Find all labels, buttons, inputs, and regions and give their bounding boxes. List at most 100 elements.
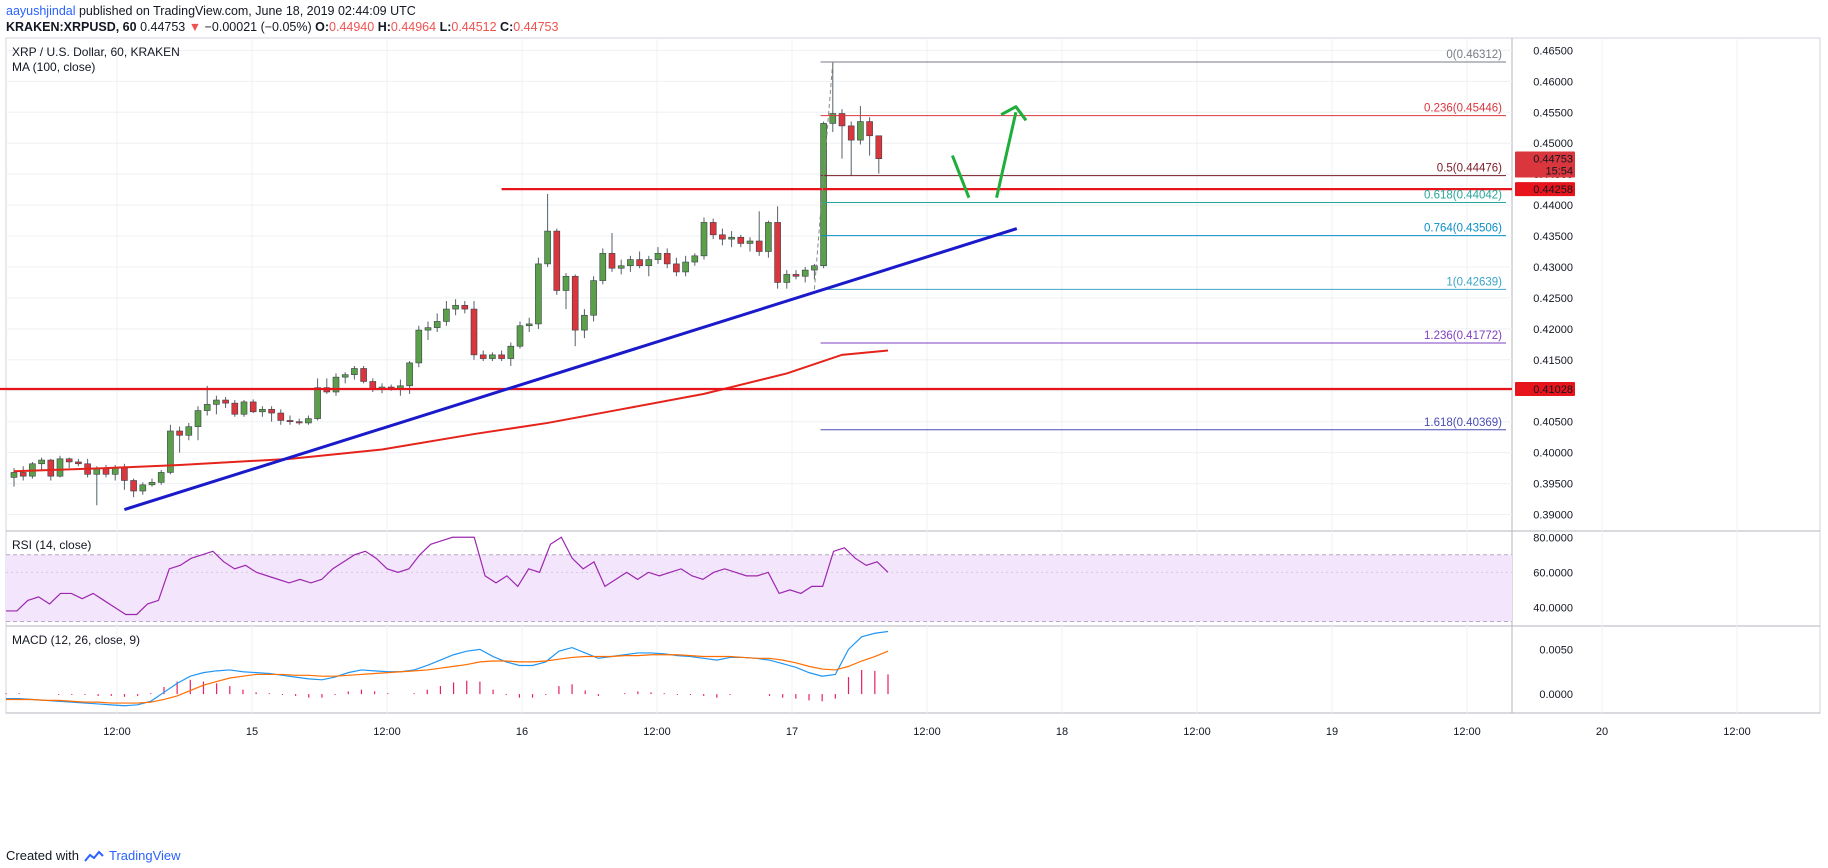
x-tick-label: 12:00 xyxy=(643,726,671,738)
candle-bullish xyxy=(10,472,18,478)
price-axis-label-value: 0.41028 xyxy=(1533,384,1573,396)
candle-bullish xyxy=(691,255,699,263)
candle-bullish xyxy=(516,325,524,347)
candle-bullish xyxy=(507,345,515,359)
candle-bullish xyxy=(746,240,754,244)
candle-bullish xyxy=(765,222,772,252)
close-value: 0.44753 xyxy=(513,20,559,34)
projection-arrow-down xyxy=(951,155,971,199)
candle-bearish xyxy=(719,234,726,240)
y-tick-label: 0.46500 xyxy=(1533,45,1573,57)
rsi-tick-label: 80.0000 xyxy=(1533,532,1573,544)
candle-bearish xyxy=(774,222,781,283)
candle-bullish xyxy=(525,323,533,327)
fib-label-0: 0(0.46312) xyxy=(1446,49,1502,61)
candle-bearish xyxy=(571,275,579,331)
candle-bearish xyxy=(47,459,55,477)
last-price: 0.44753 xyxy=(140,20,186,34)
candle-bullish xyxy=(167,430,174,473)
candle-bearish xyxy=(461,305,469,310)
candle-bullish xyxy=(617,265,625,269)
x-tick-label: 12:00 xyxy=(1183,726,1211,738)
down-arrow-icon: ▼ xyxy=(188,20,202,34)
candle-bullish xyxy=(259,409,266,413)
candle-bearish xyxy=(130,480,137,492)
candle-bullish xyxy=(139,484,147,492)
candle-bullish xyxy=(783,274,791,283)
price-change: −0.00021 (−0.05%) xyxy=(204,20,312,34)
candle-bearish xyxy=(479,354,487,359)
candle-bullish xyxy=(562,275,570,291)
ma100-line xyxy=(13,349,889,473)
candle-bullish xyxy=(535,263,542,325)
candle-bullish xyxy=(654,253,662,260)
candle-bullish xyxy=(213,399,220,405)
y-tick-label: 0.39000 xyxy=(1533,510,1573,522)
footer: Created with TradingView xyxy=(6,848,181,863)
low-label: L: xyxy=(439,20,452,34)
rsi-tick-label: 40.0000 xyxy=(1533,602,1573,614)
y-tick-label: 0.41500 xyxy=(1533,355,1573,367)
x-tick-label: 19 xyxy=(1326,726,1338,738)
x-tick-label: 20 xyxy=(1596,726,1608,738)
arrow-head-icon xyxy=(1000,105,1028,122)
open-label: O: xyxy=(315,20,330,34)
candle-bullish xyxy=(305,418,312,424)
fib-label-1.618: 1.618(0.40369) xyxy=(1424,417,1502,429)
fib-label-0.618: 0.618(0.44042) xyxy=(1424,189,1502,201)
price-axis-label: 0.44258 xyxy=(1515,182,1575,197)
price-axis-countdown: 15:54 xyxy=(1545,165,1573,177)
tradingview-brand-link[interactable]: TradingView xyxy=(108,848,181,863)
candle-bullish xyxy=(38,459,45,465)
y-tick-label: 0.45000 xyxy=(1533,138,1573,150)
rsi-pane-title: RSI (14, close) xyxy=(12,538,91,552)
projection-arrow-up xyxy=(995,111,1018,198)
candle-bullish xyxy=(424,327,432,331)
candle-bearish xyxy=(875,135,883,159)
fib-label-0.236: 0.236(0.45446) xyxy=(1424,103,1502,115)
candle-bearish xyxy=(498,354,505,359)
y-tick-label: 0.40500 xyxy=(1533,417,1573,429)
candle-bearish xyxy=(295,421,303,424)
price-axis-label: 0.41028 xyxy=(1515,382,1575,397)
candle-bullish xyxy=(645,259,653,267)
candle-bullish xyxy=(203,404,211,411)
open-value: 0.44940 xyxy=(329,20,375,34)
candle-bullish xyxy=(56,458,64,477)
high-label: H: xyxy=(377,20,391,34)
fib-label-0.764: 0.764(0.43506) xyxy=(1424,223,1502,235)
candle-bearish xyxy=(121,467,128,481)
y-tick-label: 0.45500 xyxy=(1533,107,1573,119)
tradingview-logo-icon xyxy=(84,850,104,862)
price-axis-label-bg xyxy=(1515,151,1575,178)
macd-pane-title: MACD (12, 26, close, 9) xyxy=(12,633,140,647)
candle-bearish xyxy=(866,121,873,137)
y-tick-label: 0.46000 xyxy=(1533,76,1573,88)
price-axis-label-value: 0.44258 xyxy=(1533,184,1573,196)
published-text: published on TradingView.com, June 18, 2… xyxy=(78,4,416,18)
y-tick-label: 0.39500 xyxy=(1533,479,1573,491)
candle-bullish xyxy=(811,265,818,271)
y-tick-label: 0.44000 xyxy=(1533,200,1573,212)
candle-bearish xyxy=(709,222,717,236)
candle-bullish xyxy=(415,329,423,364)
candle-bullish xyxy=(148,482,156,486)
candle-bearish xyxy=(19,472,27,477)
author-link[interactable]: aayushjindal xyxy=(6,4,76,18)
candle-bullish xyxy=(332,376,340,393)
macd-tick-label: 0.0000 xyxy=(1539,689,1573,701)
candle-bearish xyxy=(847,125,855,141)
rsi-line xyxy=(6,536,889,616)
candle-bearish xyxy=(75,461,82,465)
candle-bearish xyxy=(470,308,478,356)
chart-header: aayushjindal published on TradingView.co… xyxy=(6,3,558,35)
high-value: 0.44964 xyxy=(390,20,437,34)
candle-bullish xyxy=(240,401,248,415)
candle-bullish xyxy=(820,123,827,267)
candle-bullish xyxy=(857,121,864,141)
price-axis-label-bg xyxy=(1515,182,1575,197)
candle-bearish xyxy=(838,113,846,127)
created-with-text: Created with xyxy=(6,848,79,863)
x-tick-label: 12:00 xyxy=(1453,726,1481,738)
